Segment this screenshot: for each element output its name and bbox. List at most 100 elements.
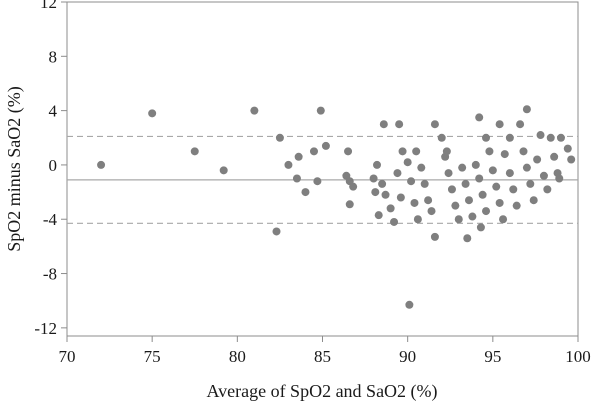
data-point (492, 182, 501, 191)
data-point (505, 169, 514, 178)
data-point (550, 152, 559, 161)
data-point (478, 190, 487, 199)
x-tick-label: 70 (59, 347, 76, 366)
y-tick-label: 12 (40, 0, 57, 12)
data-point (403, 158, 412, 167)
data-point (471, 160, 480, 169)
y-tick-label: 4 (49, 102, 58, 121)
data-point (345, 200, 354, 209)
data-point (461, 179, 470, 188)
data-point (309, 147, 318, 156)
data-point (495, 198, 504, 207)
y-tick-label: -4 (43, 210, 58, 229)
x-tick-label: 100 (565, 347, 591, 366)
x-axis-ticks: 70 75 80 85 90 95 100 (59, 336, 591, 366)
x-tick-label: 75 (144, 347, 161, 366)
data-point (413, 215, 422, 224)
data-point (536, 131, 545, 140)
data-point (371, 188, 380, 197)
data-point (475, 174, 484, 183)
data-point (546, 133, 555, 142)
data-point (476, 223, 485, 232)
data-point (294, 152, 303, 161)
data-point (482, 133, 491, 142)
data-point (505, 133, 514, 142)
data-point (369, 174, 378, 183)
data-point (522, 105, 531, 114)
data-point (543, 185, 552, 194)
data-point (349, 182, 358, 191)
data-point (396, 193, 405, 202)
data-point (499, 215, 508, 224)
data-point (393, 169, 402, 178)
data-point (522, 163, 531, 172)
y-axis-ticks: 12 8 4 0 -4 -8 -12 (34, 0, 67, 338)
data-point (444, 169, 453, 178)
x-tick-label: 80 (229, 347, 246, 366)
data-point (378, 179, 387, 188)
plot-frame (66, 1, 579, 337)
data-point (427, 207, 436, 216)
data-point (555, 174, 564, 183)
data-point (475, 113, 484, 122)
x-axis-title: Average of SpO2 and SaO2 (%) (206, 381, 437, 402)
data-point (500, 150, 509, 159)
data-point (412, 147, 421, 156)
data-point (250, 106, 259, 115)
data-point (407, 177, 416, 186)
data-point (430, 232, 439, 241)
data-point (463, 234, 472, 243)
data-point (495, 120, 504, 129)
data-point (410, 198, 419, 207)
data-point (437, 133, 446, 142)
data-point (556, 133, 565, 142)
data-point (219, 166, 228, 175)
y-tick-label: 8 (49, 47, 58, 66)
data-point (395, 120, 404, 129)
data-point (316, 106, 325, 115)
y-tick-label: 0 (49, 156, 58, 175)
data-point (454, 215, 463, 224)
data-point (417, 163, 426, 172)
data-point (292, 174, 301, 183)
data-point (381, 190, 390, 199)
data-point (148, 109, 157, 118)
data-point (284, 160, 293, 169)
data-point (458, 163, 467, 172)
data-point (529, 196, 538, 205)
data-point (344, 147, 353, 156)
data-point (97, 160, 106, 169)
data-point (313, 177, 322, 186)
y-tick-label: -12 (34, 319, 57, 338)
data-point (424, 196, 433, 205)
y-axis-title: SpO2 minus SaO2 (%) (4, 86, 25, 252)
data-point (420, 179, 429, 188)
data-point (485, 147, 494, 156)
x-tick-label: 95 (484, 347, 501, 366)
data-point (509, 185, 518, 194)
data-point (567, 155, 576, 164)
data-point (516, 120, 525, 129)
data-point (526, 179, 535, 188)
data-point (464, 196, 473, 205)
x-tick-label: 90 (399, 347, 416, 366)
data-point (272, 227, 281, 236)
data-point (373, 160, 382, 169)
y-tick-label: -8 (43, 265, 57, 284)
data-point (468, 212, 477, 221)
data-point (533, 155, 542, 164)
data-point (447, 185, 456, 194)
data-point (374, 211, 383, 220)
data-point (275, 133, 284, 142)
data-point (190, 147, 199, 156)
x-tick-label: 85 (314, 347, 331, 366)
data-point (451, 201, 460, 210)
data-points (97, 105, 576, 309)
data-point (539, 171, 548, 180)
data-point (519, 147, 528, 156)
data-point (430, 120, 439, 129)
data-point (379, 120, 388, 129)
data-point (563, 144, 572, 153)
data-point (442, 147, 451, 156)
